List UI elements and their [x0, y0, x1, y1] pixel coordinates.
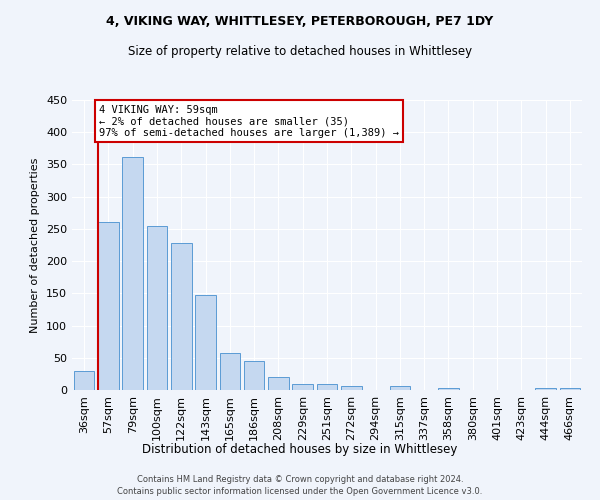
Bar	[146, 226, 167, 390]
Bar	[438, 388, 459, 390]
Bar	[195, 294, 216, 390]
Bar	[74, 370, 94, 390]
Bar	[292, 384, 313, 390]
Bar	[268, 377, 289, 390]
Y-axis label: Number of detached properties: Number of detached properties	[31, 158, 40, 332]
Bar	[535, 388, 556, 390]
Bar	[122, 156, 143, 390]
Bar	[389, 386, 410, 390]
Text: 4, VIKING WAY, WHITTLESEY, PETERBOROUGH, PE7 1DY: 4, VIKING WAY, WHITTLESEY, PETERBOROUGH,…	[106, 15, 494, 28]
Text: Contains HM Land Registry data © Crown copyright and database right 2024.: Contains HM Land Registry data © Crown c…	[137, 475, 463, 484]
Text: Distribution of detached houses by size in Whittlesey: Distribution of detached houses by size …	[142, 442, 458, 456]
Bar	[560, 388, 580, 390]
Bar	[220, 354, 240, 390]
Text: Contains public sector information licensed under the Open Government Licence v3: Contains public sector information licen…	[118, 488, 482, 496]
Bar	[341, 386, 362, 390]
Bar	[317, 384, 337, 390]
Text: 4 VIKING WAY: 59sqm
← 2% of detached houses are smaller (35)
97% of semi-detache: 4 VIKING WAY: 59sqm ← 2% of detached hou…	[100, 104, 400, 138]
Text: Size of property relative to detached houses in Whittlesey: Size of property relative to detached ho…	[128, 45, 472, 58]
Bar	[171, 243, 191, 390]
Bar	[244, 361, 265, 390]
Bar	[98, 222, 119, 390]
